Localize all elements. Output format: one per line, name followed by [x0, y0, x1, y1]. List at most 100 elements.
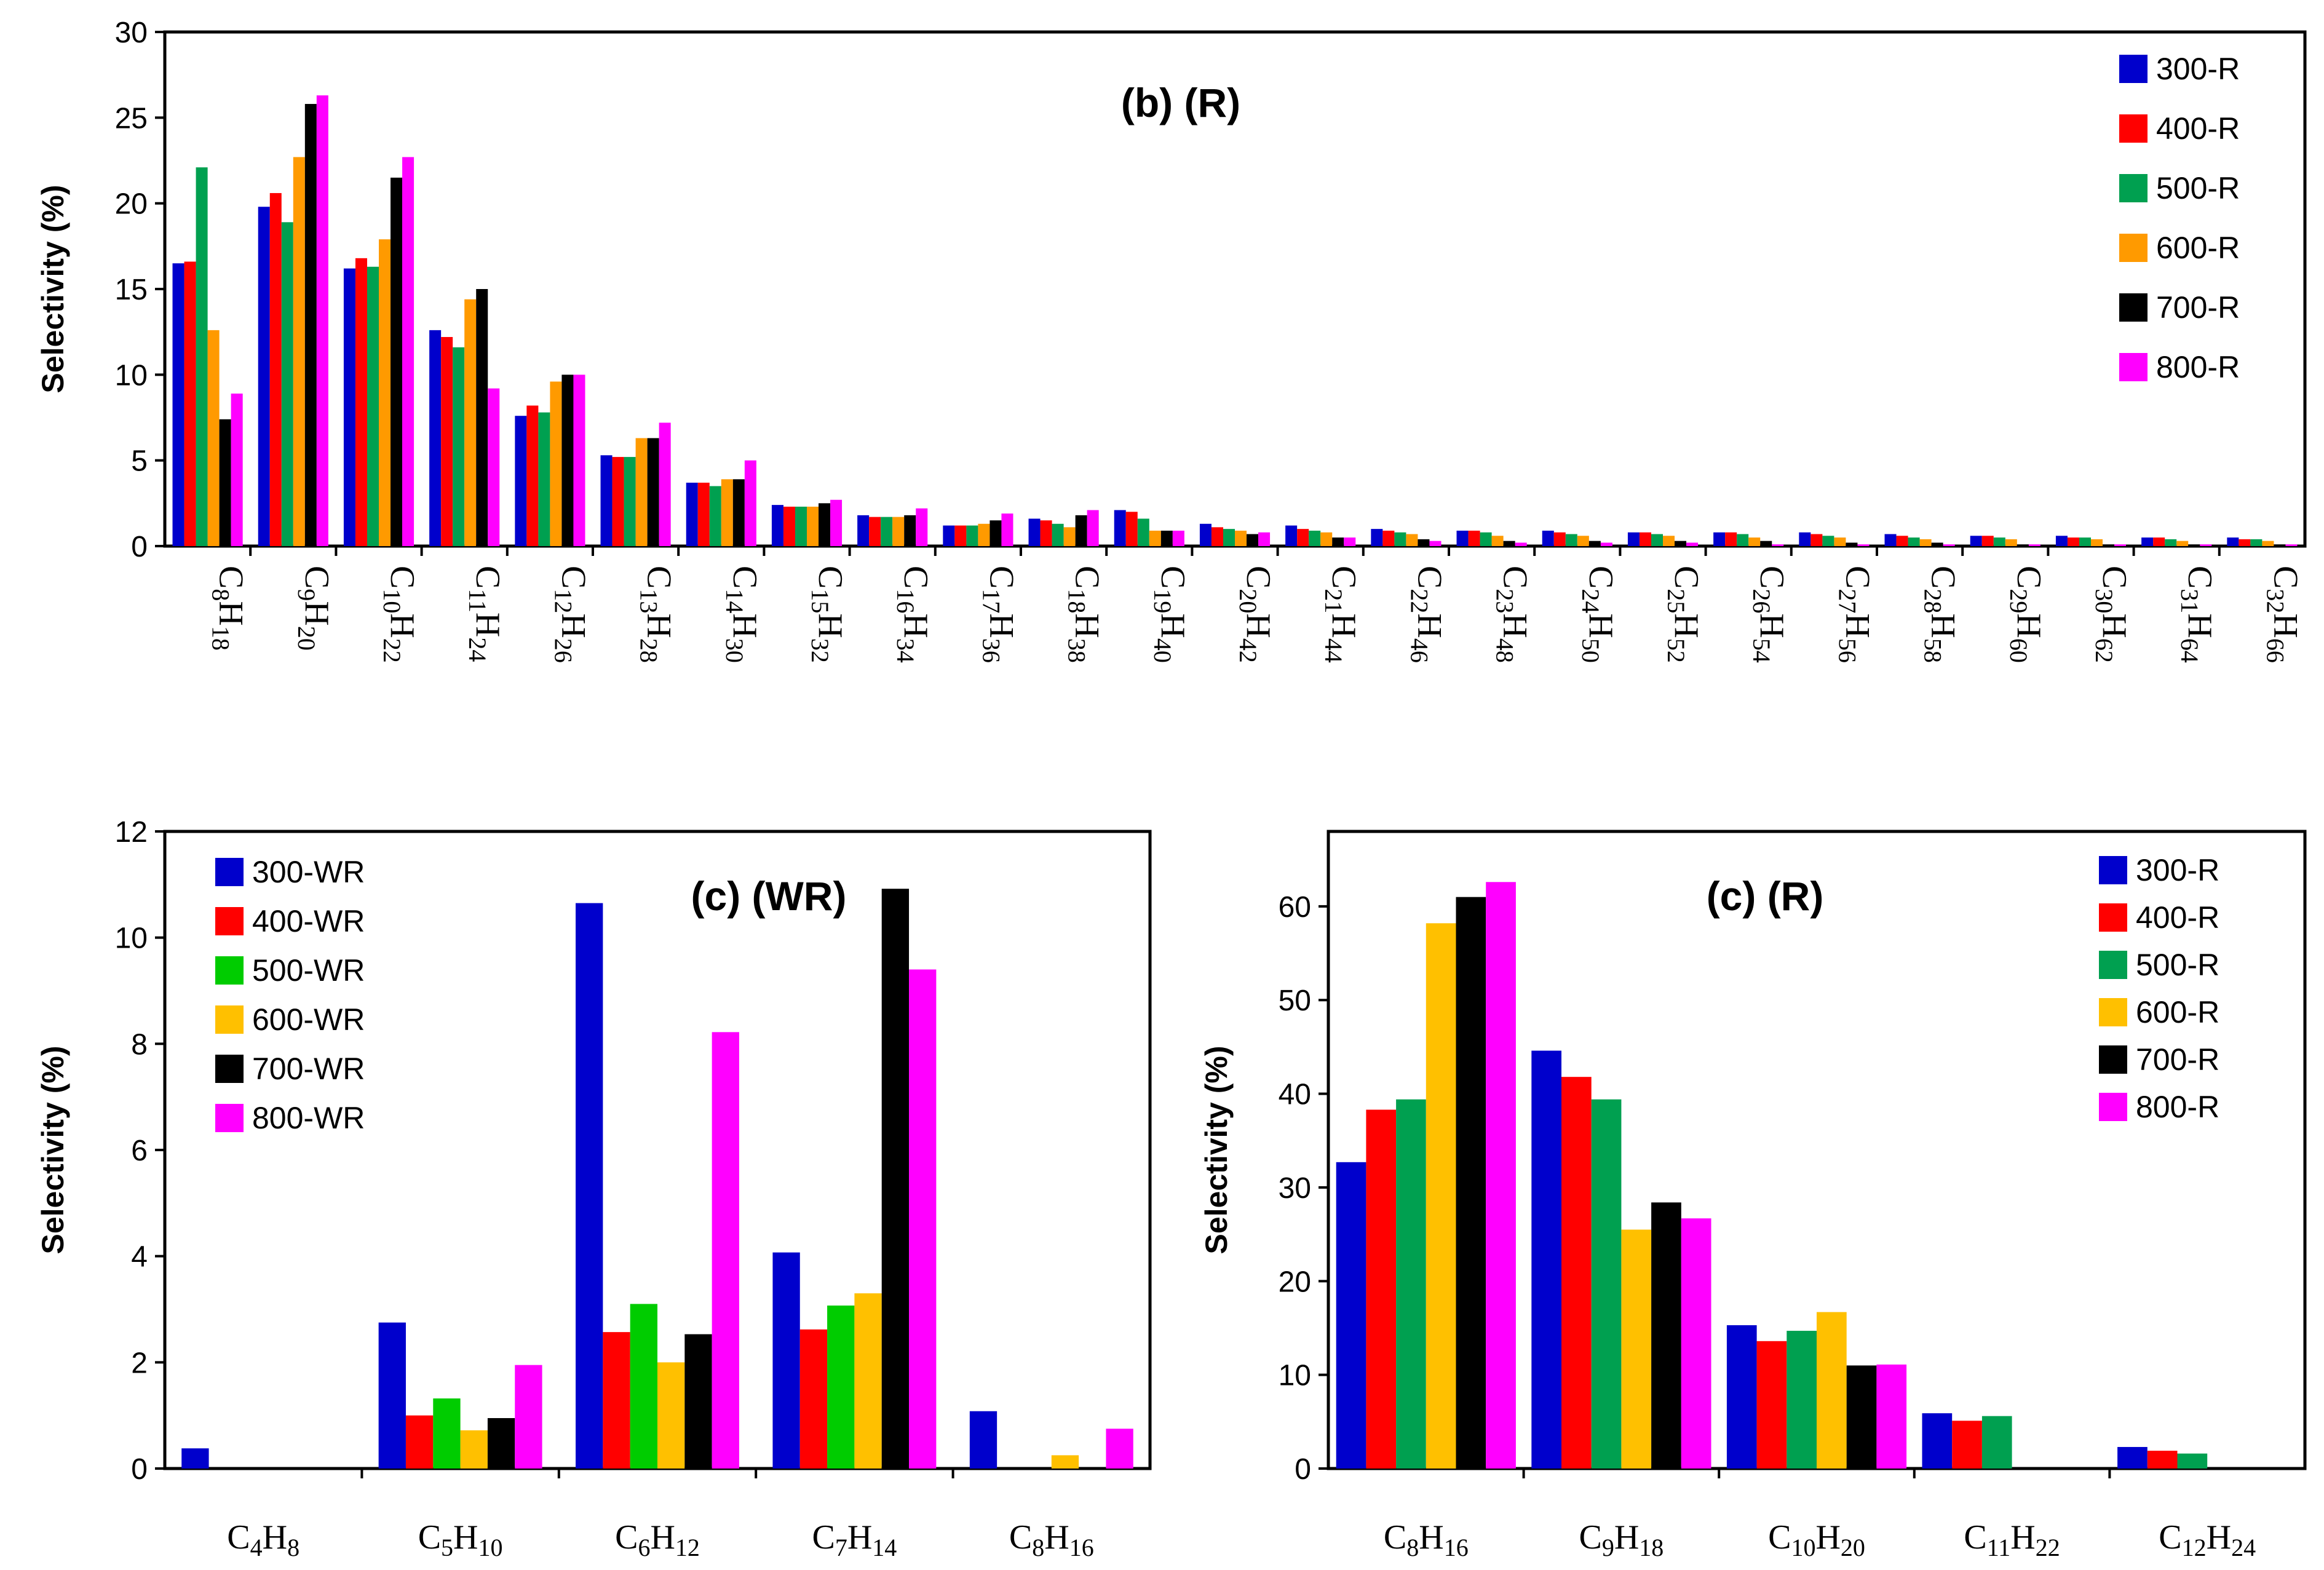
bar-300-R-14 [1371, 529, 1383, 546]
y-tick-label: 0 [131, 531, 148, 563]
bar-800-R-16 [1600, 542, 1612, 546]
bar-500-R-24 [2250, 539, 2263, 546]
x-category-label: C32H66 [2261, 566, 2304, 663]
x-category-label: C24H50 [1577, 566, 1620, 663]
bar-800-R-12 [1258, 532, 1271, 546]
x-category-label: C9H18 [1579, 1518, 1664, 1561]
bar-400-R-4 [2147, 1451, 2178, 1469]
y-tick-label: 15 [115, 274, 148, 306]
bar-600-R-8 [892, 517, 905, 546]
legend-swatch [2119, 353, 2148, 381]
bar-500-R-22 [2079, 537, 2091, 546]
bar-300-R-22 [2055, 536, 2068, 546]
bar-300-WR-2 [576, 903, 603, 1469]
bar-600-R-7 [807, 506, 819, 546]
bar-700-R-0 [219, 419, 231, 546]
legend-swatch [215, 956, 244, 985]
bar-600-R-2 [1817, 1312, 1847, 1469]
bar-800-R-21 [2028, 544, 2040, 546]
bar-300-R-2 [343, 268, 355, 546]
bar-700-R-20 [1931, 542, 1943, 546]
legend-label: 700-WR [252, 1052, 365, 1086]
y-axis-label: Selectivity (%) [1199, 1045, 1234, 1254]
bar-800-R-17 [1686, 542, 1699, 546]
bar-600-R-24 [2262, 541, 2274, 546]
legend-label: 400-WR [252, 904, 365, 938]
bar-600-R-11 [1149, 530, 1161, 546]
chart-c-r: 0 10 20 30 40 50 60 Selectivity (%) C8H16 C9H18 C1… [1199, 830, 2307, 1561]
legend-swatch [2119, 55, 2148, 83]
legend-label: 600-WR [252, 1002, 365, 1037]
legend-label: 700-R [2156, 290, 2240, 325]
bar-300-R-4 [2117, 1446, 2148, 1469]
bar-700-R-2 [391, 177, 403, 546]
legend-swatch [2119, 293, 2148, 322]
bar-500-WR-3 [827, 1305, 855, 1469]
bar-300-R-23 [2141, 537, 2154, 546]
bar-500-R-1 [1591, 1099, 1622, 1469]
bar-500-R-1 [281, 222, 293, 546]
legend-label: 600-R [2156, 231, 2240, 265]
x-category-label: C9H20 [293, 566, 336, 651]
x-category-label: C11H22 [1964, 1518, 2060, 1561]
bar-400-R-1 [269, 192, 282, 546]
bar-800-WR-1 [515, 1365, 542, 1469]
y-tick-label: 12 [115, 816, 148, 849]
bar-400-R-11 [1125, 512, 1138, 546]
bar-300-R-4 [515, 416, 527, 546]
bar-400-R-3 [441, 337, 453, 546]
bar-400-R-8 [869, 517, 881, 546]
bar-800-R-2 [1876, 1364, 1907, 1469]
x-category-label: C28H58 [1919, 566, 1962, 663]
legend-label: 300-WR [252, 855, 365, 889]
bar-700-R-16 [1588, 541, 1601, 546]
bar-400-R-3 [1952, 1421, 1982, 1469]
bar-500-R-21 [1993, 537, 2005, 546]
x-category-label: C6H12 [615, 1518, 700, 1561]
bar-300-R-1 [1531, 1050, 1562, 1469]
bar-800-WR-2 [712, 1032, 739, 1469]
bar-400-R-7 [783, 506, 795, 546]
bar-600-R-14 [1406, 534, 1418, 546]
y-tick-label: 2 [131, 1347, 148, 1379]
legend-label: 800-R [2156, 350, 2240, 384]
legend-label: 600-R [2136, 995, 2219, 1029]
bar-800-R-1 [316, 95, 328, 546]
bar-300-R-13 [1285, 525, 1298, 546]
bar-600-R-19 [1834, 537, 1846, 546]
bar-500-R-0 [196, 167, 208, 546]
legend-swatch [2099, 1093, 2127, 1121]
bar-400-R-2 [1756, 1341, 1787, 1469]
bar-500-R-0 [1396, 1099, 1426, 1469]
x-category-label: C18H38 [1063, 566, 1106, 663]
bar-800-R-8 [916, 508, 928, 546]
x-category-label: C8H16 [1009, 1518, 1094, 1561]
bar-800-R-23 [2200, 544, 2212, 546]
x-category-label: C12H24 [2159, 1518, 2256, 1561]
x-category-label: C26H54 [1748, 566, 1791, 663]
bar-300-R-20 [1884, 534, 1897, 546]
bar-700-R-10 [1075, 515, 1087, 546]
bar-300-WR-3 [772, 1252, 800, 1469]
bar-300-R-17 [1627, 532, 1640, 546]
bar-800-R-5 [659, 422, 671, 546]
bar-700-R-23 [2188, 544, 2200, 546]
bar-500-R-19 [1822, 536, 1834, 546]
bar-400-R-4 [526, 405, 539, 546]
bar-600-R-5 [635, 438, 648, 546]
bar-500-R-15 [1480, 532, 1492, 546]
bar-400-R-13 [1297, 529, 1309, 546]
bar-700-R-1 [1651, 1202, 1681, 1469]
legend-label: 500-R [2156, 171, 2240, 205]
bar-500-R-5 [624, 457, 636, 546]
bar-400-R-14 [1382, 530, 1395, 546]
bar-800-R-19 [1857, 544, 1870, 546]
y-tick-label: 30 [1279, 1172, 1311, 1205]
chart-b: 0 5 10 15 20 25 30 Selectivity (%) C8H18 C9H20 C10… [36, 17, 2307, 663]
x-category-label: C14H30 [721, 566, 764, 663]
legend-swatch [2099, 951, 2127, 979]
bar-400-R-21 [1981, 536, 1994, 546]
x-category-label: C19H40 [1149, 566, 1192, 663]
bar-400-R-10 [1040, 520, 1052, 546]
